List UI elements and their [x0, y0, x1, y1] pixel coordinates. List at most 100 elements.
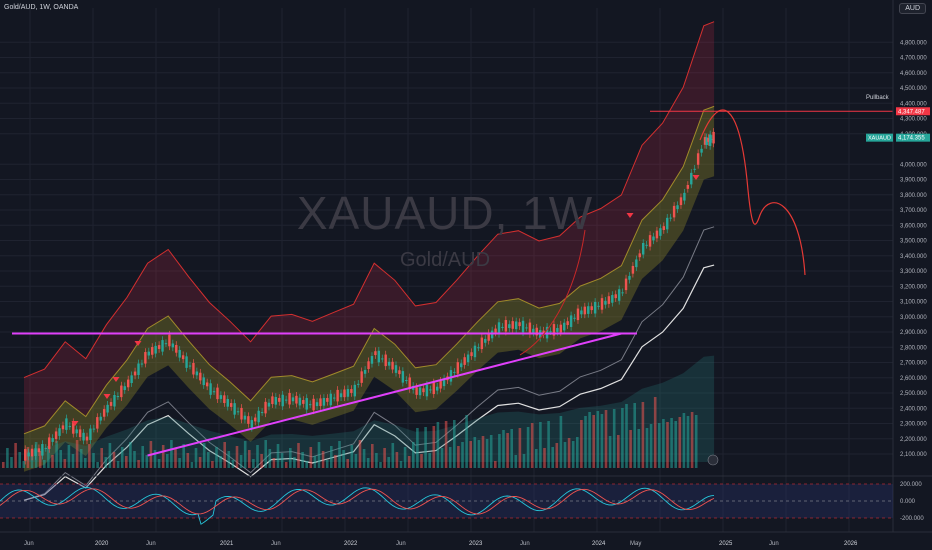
- volume-bar: [182, 444, 185, 468]
- ma-white-line: [23, 264, 715, 501]
- candle-body: [604, 300, 607, 305]
- candle-body: [583, 306, 587, 315]
- candle-body: [559, 324, 562, 333]
- candle-body: [422, 388, 425, 393]
- volume-bar: [580, 420, 583, 468]
- volume-bar: [38, 451, 42, 468]
- last-symbol-badge: [866, 133, 893, 142]
- volume-bar: [280, 453, 284, 468]
- volume-bar: [371, 444, 374, 468]
- volume-bar: [637, 429, 641, 468]
- candle-body: [357, 383, 360, 385]
- candle-body: [288, 392, 291, 405]
- volume-bar: [358, 440, 362, 468]
- candle-body: [587, 306, 590, 314]
- volume-bar: [366, 458, 370, 468]
- candle-body: [212, 391, 216, 393]
- volume-bar: [330, 446, 333, 468]
- volume-bar: [571, 441, 575, 468]
- volume-bar: [555, 443, 559, 468]
- down-arrow-marker: [692, 175, 700, 180]
- volume-bar: [502, 430, 505, 468]
- candle-body: [312, 398, 315, 411]
- candle-body: [281, 394, 284, 407]
- time-axis-label: Jun: [520, 541, 530, 547]
- candle-body: [370, 356, 374, 364]
- volume-bars: [2, 397, 698, 468]
- candle-body: [202, 377, 205, 386]
- volume-bar: [473, 437, 477, 468]
- candle-body: [78, 429, 82, 438]
- volume-bar: [71, 454, 75, 468]
- candle-body: [96, 417, 99, 429]
- volume-bar: [125, 456, 128, 468]
- candle-body: [597, 305, 600, 307]
- candle-body: [628, 275, 631, 280]
- volume-bar: [379, 462, 382, 468]
- candle-body: [233, 403, 236, 415]
- candle-body: [666, 217, 669, 230]
- time-axis-label: May: [630, 541, 641, 547]
- volume-bar: [625, 404, 628, 468]
- candle-body: [432, 382, 435, 395]
- candle-body: [61, 425, 65, 430]
- candle-body: [133, 371, 137, 376]
- candle-body: [686, 184, 690, 189]
- volume-bar: [526, 427, 530, 468]
- price-axis-label: 3,700.000: [900, 208, 927, 214]
- currency-selector[interactable]: AUD: [899, 3, 926, 14]
- candle-body: [690, 172, 693, 185]
- candle-body: [683, 192, 686, 201]
- price-axis-label: 2,500.000: [900, 391, 927, 397]
- candle-body: [284, 399, 288, 401]
- volume-bar: [412, 442, 415, 468]
- candle-body: [363, 369, 367, 374]
- volume-bar: [133, 451, 136, 468]
- candle-body: [113, 394, 116, 407]
- candle-body: [68, 426, 72, 428]
- volume-bar: [6, 448, 9, 468]
- volume-bar: [161, 445, 165, 468]
- candle-body: [703, 137, 707, 145]
- candle-body: [192, 362, 195, 375]
- volume-bar: [567, 438, 571, 468]
- volume-bar: [682, 413, 686, 468]
- volume-bar: [129, 442, 132, 468]
- candle-body: [44, 447, 47, 449]
- price-axis-label: 4,500.000: [900, 86, 927, 92]
- candle-body: [120, 385, 123, 398]
- candle-body: [157, 345, 161, 349]
- candle-body: [556, 328, 559, 332]
- candle-body: [24, 449, 27, 461]
- volume-bar: [444, 421, 448, 468]
- candle-body: [333, 397, 336, 399]
- candle-body: [436, 386, 439, 391]
- volume-bar: [547, 421, 550, 468]
- candle-body: [460, 363, 463, 368]
- candle-body: [322, 397, 326, 406]
- candle-body: [302, 400, 305, 404]
- candle-body: [30, 448, 34, 457]
- candle-body: [381, 358, 384, 360]
- volume-bar: [14, 443, 17, 468]
- volume-bar: [621, 408, 624, 468]
- candle-body: [226, 398, 229, 407]
- volume-bar: [440, 448, 444, 468]
- volume-bar: [391, 443, 395, 468]
- volume-bar: [276, 444, 280, 468]
- candle-body: [130, 375, 133, 384]
- volume-bar: [75, 440, 79, 468]
- candle-body: [600, 298, 604, 310]
- candle-body: [449, 370, 453, 382]
- candle-body: [708, 134, 712, 146]
- candle-body: [642, 243, 645, 255]
- volume-bar: [305, 461, 308, 468]
- candle-body: [470, 352, 473, 357]
- candle-body: [260, 412, 264, 414]
- candle-body: [243, 415, 247, 420]
- down-arrow-marker: [112, 377, 120, 382]
- volume-bar: [268, 449, 272, 468]
- candle-body: [271, 396, 274, 405]
- candle-body: [291, 397, 295, 402]
